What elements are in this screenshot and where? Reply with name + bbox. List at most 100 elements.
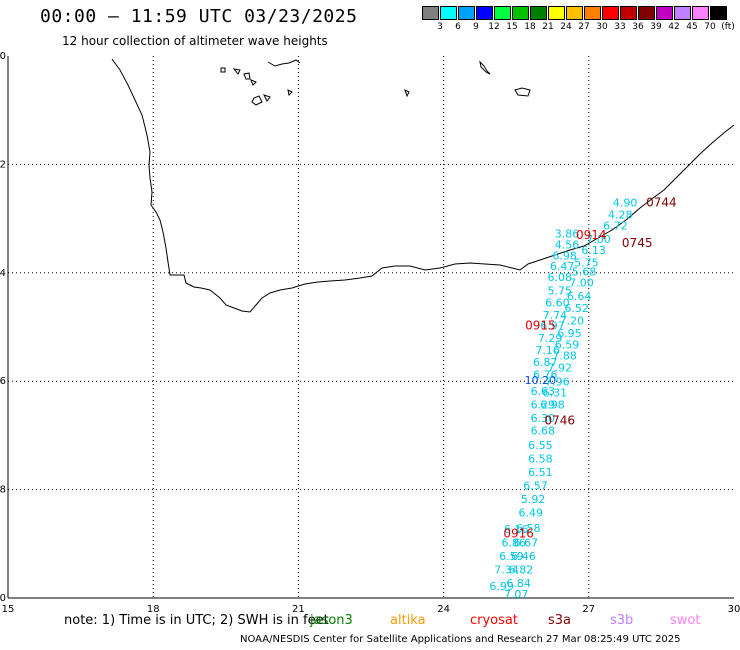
wave-height-label: 7.20	[560, 314, 585, 327]
wave-height-label: 6.97	[540, 320, 565, 333]
map-frame	[7, 56, 734, 599]
mission-label: s3b	[610, 613, 634, 628]
wave-height-label: 7.74	[543, 309, 568, 322]
longitude-tick-label: 18	[147, 604, 160, 615]
wave-height-label: 7.16	[535, 344, 560, 357]
longitude-tick-label: 27	[582, 604, 595, 615]
footer-note: note: 1) Time is in UTC; 2) SWH is in fe…	[64, 613, 329, 628]
wave-height-label: 6.86	[502, 537, 527, 550]
color-swatch	[548, 6, 565, 20]
wave-height-label: 7.00	[586, 233, 611, 246]
color-scale-label: 18	[524, 22, 536, 32]
color-swatch	[674, 6, 691, 20]
color-swatch	[620, 6, 637, 20]
color-swatch	[584, 6, 601, 20]
island-3	[243, 72, 251, 80]
latitude-tick-label: -40	[0, 593, 6, 604]
latitude-tick-label: -32	[0, 159, 6, 170]
island-8	[267, 59, 301, 67]
longitude-tick-label: 24	[437, 604, 450, 615]
lat-lon-gridlines	[8, 56, 734, 598]
color-swatch	[566, 6, 583, 20]
color-scale-label: 24	[560, 22, 572, 32]
wave-height-label: 6.46	[511, 550, 536, 563]
wave-height-label: 6.84	[506, 577, 531, 590]
wave-height-label: 3.86	[555, 228, 580, 241]
wave-height-label: 6.16	[504, 523, 529, 536]
wave-height-label: 7.00	[569, 276, 594, 289]
wave-height-label: 7.34	[494, 564, 519, 577]
pass-time-label: 0746	[544, 414, 575, 428]
wave-height-label: 10.20	[525, 374, 557, 387]
wave-height-label: 6.57	[523, 480, 548, 493]
island-11	[514, 87, 531, 97]
color-swatch	[512, 6, 529, 20]
latitude-tick-label: -30	[0, 51, 6, 62]
color-swatch	[638, 6, 655, 20]
wave-height-label: 6.60	[545, 296, 570, 309]
pass-time-label: 0744	[646, 196, 677, 210]
color-swatch	[710, 6, 727, 20]
island-1	[220, 67, 226, 73]
color-scale-label: 12	[488, 22, 500, 32]
color-swatch	[656, 6, 673, 20]
color-scale-label: 30	[596, 22, 608, 32]
mission-label: swot	[670, 613, 701, 628]
latitude-tick-label: -34	[0, 268, 6, 279]
color-scale-label: 45	[686, 22, 698, 32]
wave-height-label: 6.51	[528, 466, 553, 479]
color-scale-label: 15	[506, 22, 518, 32]
wave-height-label: 7.92	[548, 361, 573, 374]
longitude-tick-label: 15	[2, 604, 15, 615]
wave-height-label: 6.95	[557, 327, 582, 340]
wave-height-label: 6.72	[603, 219, 628, 232]
wave-height-label: 5.75	[574, 256, 599, 269]
coastline	[111, 58, 735, 313]
color-scale-label: 27	[578, 22, 590, 32]
color-scale-label: 33	[614, 22, 626, 32]
color-swatch	[458, 6, 475, 20]
island-6	[263, 94, 271, 102]
map-title: 00:00 – 11:59 UTC 03/23/2025	[40, 6, 358, 27]
wave-height-label: 6.47	[550, 260, 575, 273]
wave-height-label: 6.59	[499, 550, 524, 563]
wave-height-label: 6.29	[531, 398, 556, 411]
wave-height-label: 6.87	[533, 356, 558, 369]
latitude-tick-label: -38	[0, 485, 6, 496]
color-scale-label: 9	[473, 22, 479, 32]
island-10	[479, 60, 491, 75]
wave-height-labels: 4.904.286.723.86 7.004.56 6.136.985.756.47…	[489, 197, 637, 601]
wave-height-label: 6.49	[518, 507, 543, 520]
wave-height-label: 6.64	[567, 290, 592, 303]
wave-height-label: 6.58	[516, 522, 541, 535]
wave-height-label: 7.96	[545, 376, 570, 389]
color-scale-label: 42	[668, 22, 680, 32]
island-4	[250, 79, 257, 86]
wave-height-label: 7.29	[538, 332, 563, 345]
pass-time-label: 0915	[525, 319, 556, 333]
longitude-tick-labels: 15 18 21 24 27 30	[2, 604, 740, 615]
color-swatch	[476, 6, 493, 20]
wave-height-label: 6.63	[531, 385, 556, 398]
wave-height-label: 4.56	[555, 238, 580, 251]
wave-height-label: 5.92	[521, 493, 546, 506]
wave-height-label: 6.30	[531, 412, 556, 425]
south-africa-coastline	[111, 58, 735, 313]
color-scale-label: 70	[704, 22, 716, 32]
wave-height-label: 6.59	[555, 339, 580, 352]
color-swatch	[440, 6, 457, 20]
color-scale-label: 36	[632, 22, 644, 32]
island-2	[232, 68, 241, 75]
wave-height-label: 6.98	[552, 249, 577, 262]
wave-height-label: 6.67	[514, 537, 539, 550]
pass-time-label: 0745	[622, 236, 653, 250]
wave-height-label: 6.52	[564, 302, 589, 315]
wave-height-label: 5.68	[572, 266, 597, 279]
map-subtitle: 12 hour collection of altimeter wave hei…	[62, 34, 328, 48]
wave-height-label: 4.90	[613, 197, 638, 210]
mission-label: s3a	[548, 613, 572, 628]
wave-height-label: 7.88	[552, 350, 577, 363]
island-9	[404, 89, 410, 98]
wave-height-label: 7.07	[504, 588, 529, 601]
